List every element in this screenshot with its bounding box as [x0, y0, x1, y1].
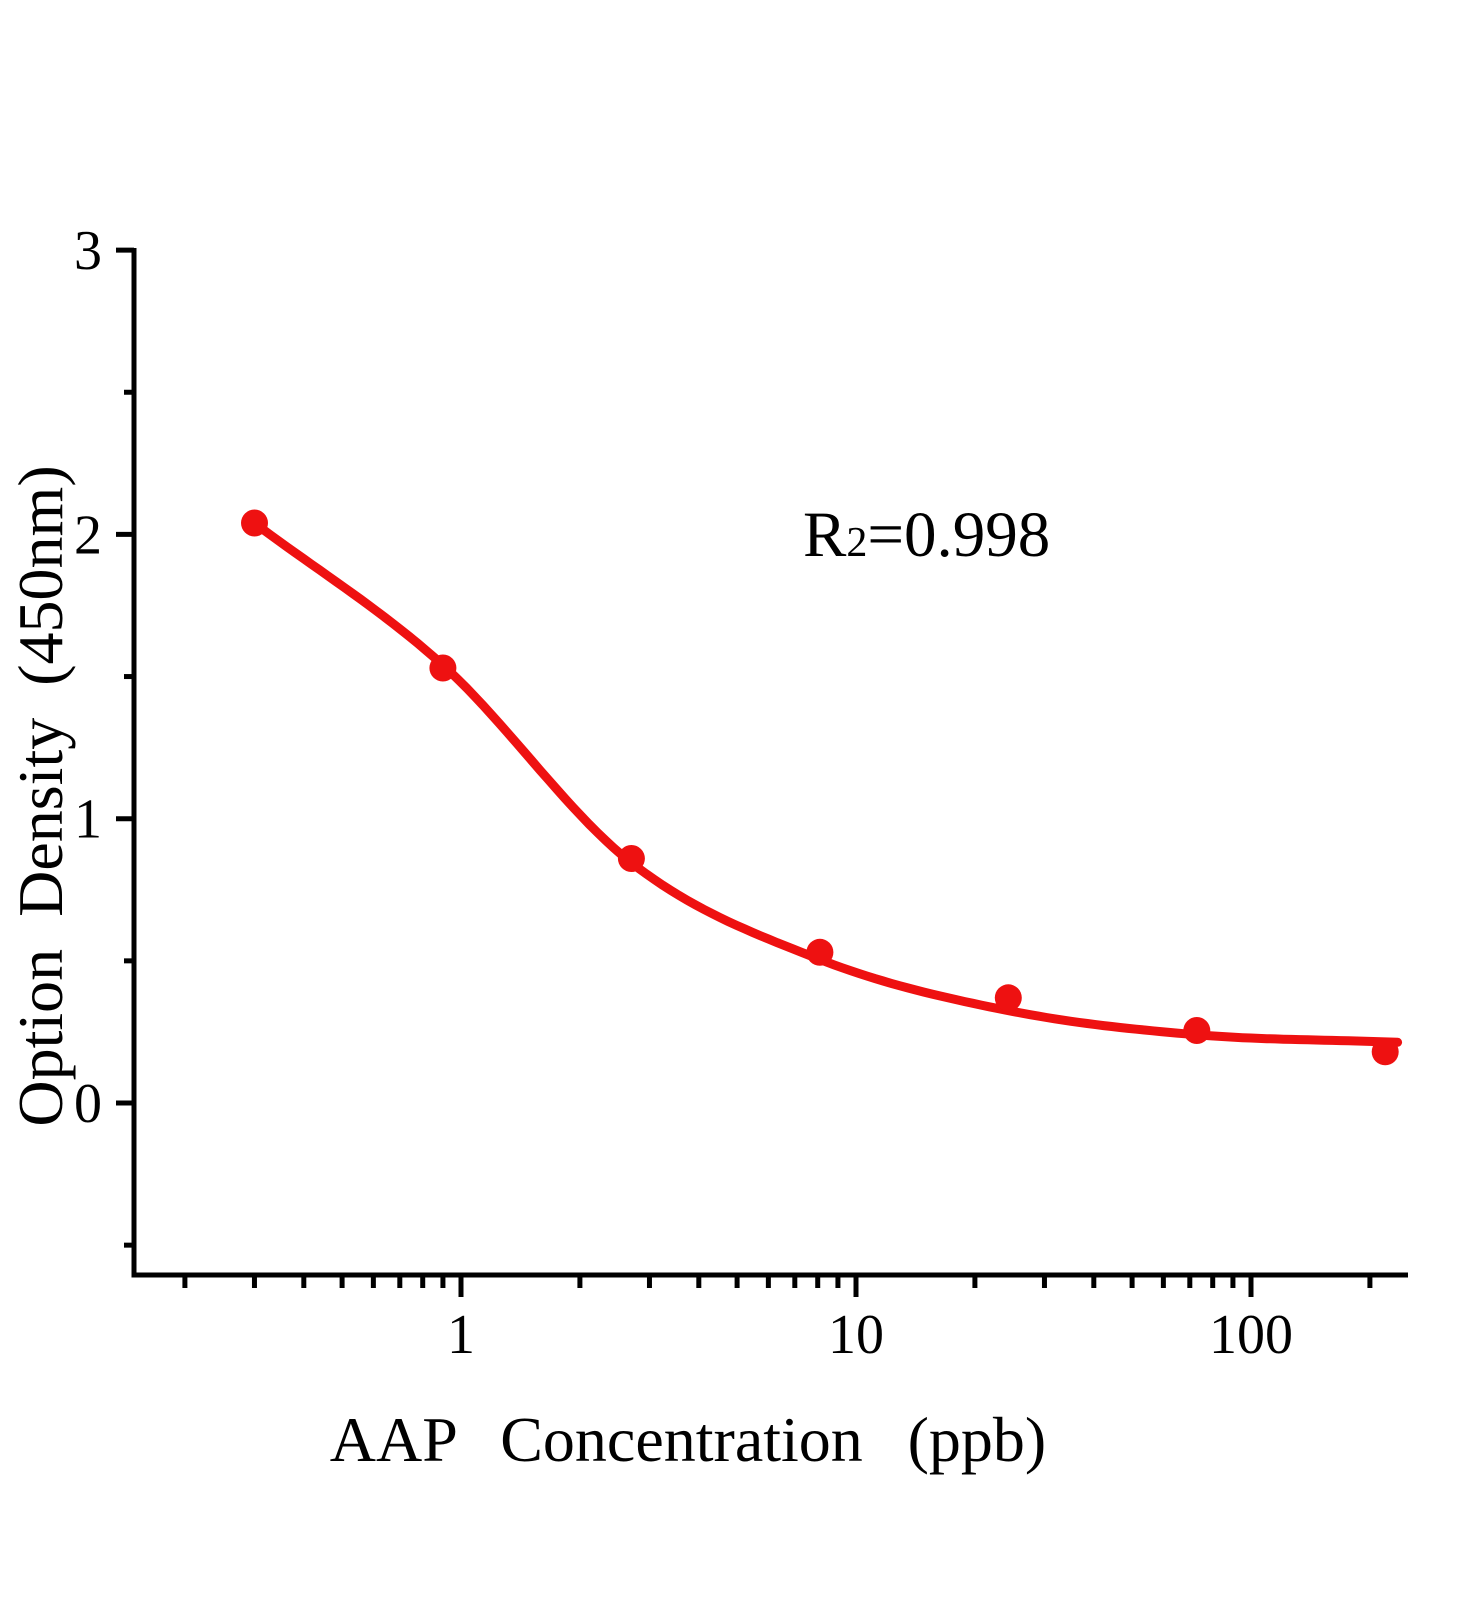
- data-point: [1183, 1017, 1211, 1044]
- x-tick-label: 100: [1209, 1304, 1293, 1366]
- y-tick-label: 1: [74, 789, 102, 851]
- data-point: [806, 938, 834, 966]
- x-tick-label: 10: [828, 1304, 884, 1366]
- annotation-base: R: [803, 499, 847, 571]
- y-axis-title: Option Density (450nm): [5, 465, 76, 1127]
- annotation-superscript: 2: [846, 520, 868, 566]
- annotation-value: =0.998: [867, 499, 1051, 571]
- y-tick-label: 0: [74, 1073, 102, 1135]
- y-tick-label: 2: [74, 504, 102, 566]
- data-point: [429, 654, 457, 682]
- data-point: [241, 509, 268, 537]
- fit-curve: [250, 518, 1403, 1047]
- data-point: [617, 845, 645, 872]
- r-squared-annotation: R2=0.998: [803, 503, 1050, 568]
- x-tick-label: 1: [447, 1304, 475, 1366]
- x-axis-title: AAP Concentration (ppb): [329, 1404, 1047, 1475]
- y-tick-label: 3: [74, 220, 102, 282]
- data-point: [1371, 1038, 1399, 1066]
- data-point: [994, 984, 1022, 1012]
